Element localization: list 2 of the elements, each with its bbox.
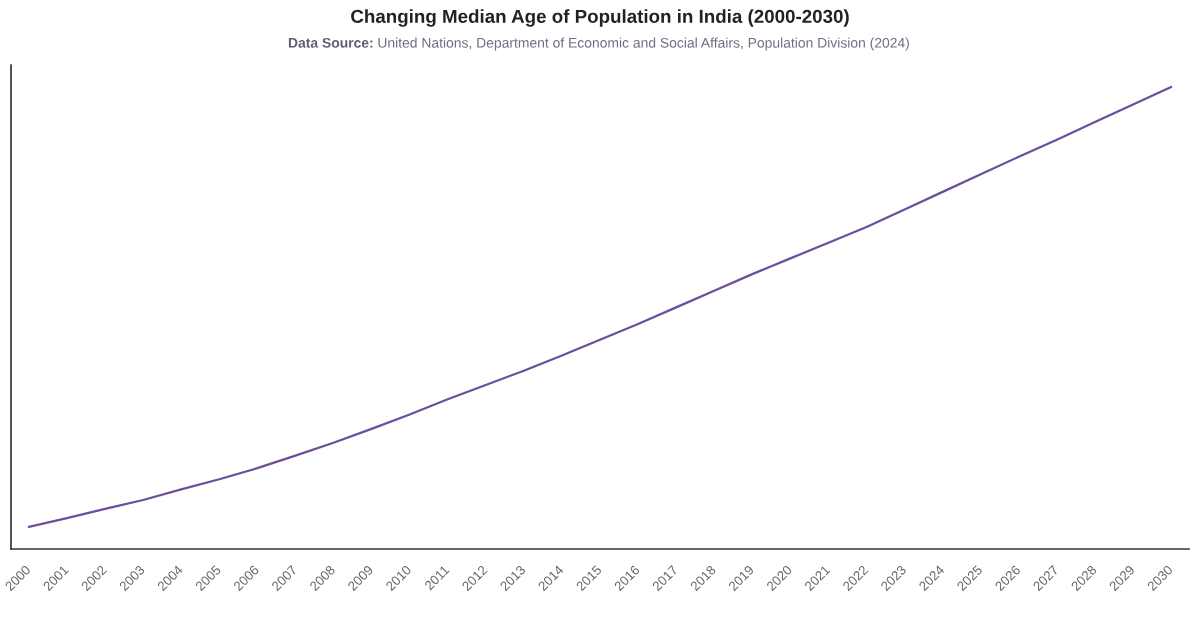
chart-subtitle: Data Source: United Nations, Department of Economic and Social Affairs, Population Division (2024) <box>288 37 909 51</box>
chart-title: Changing Median Age of Population in India (2000-2030) <box>351 9 849 27</box>
